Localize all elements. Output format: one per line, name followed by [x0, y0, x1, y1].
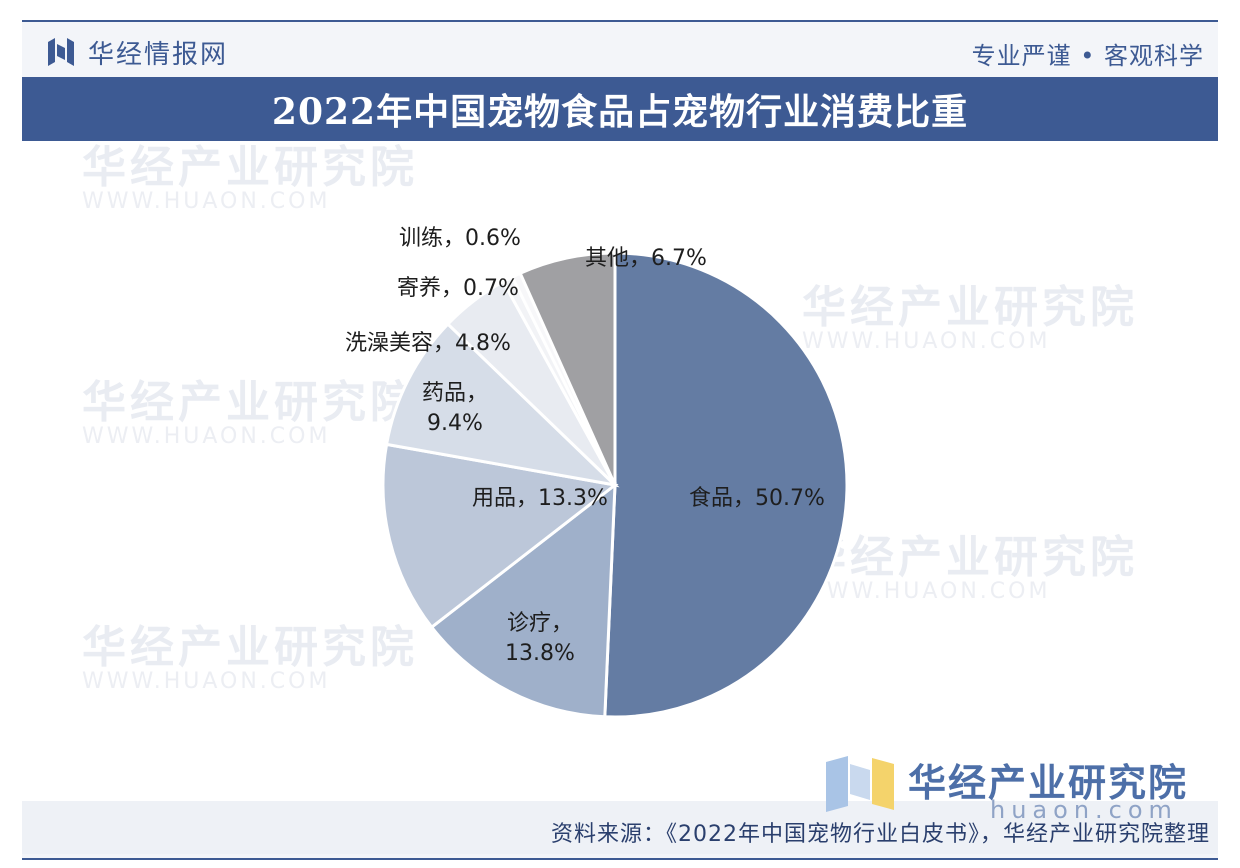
slice-label: 药品， 9.4%: [422, 381, 488, 436]
slice-label: 寄养，0.7%: [397, 276, 519, 301]
brand-url: huaon.com: [990, 796, 1178, 824]
slice-label: 训练，0.6%: [399, 226, 521, 251]
slice-label: 诊疗， 13.8%: [505, 611, 575, 666]
slice-label: 洗澡美容，4.8%: [345, 331, 511, 356]
pie-slice-4: [384, 321, 620, 488]
footer-bar: [22, 801, 1218, 854]
huajing-logo-icon: [48, 38, 74, 66]
watermark-text: 华经产业研究院: [802, 532, 1138, 583]
brand-name: 华经产业研究院: [908, 761, 1189, 805]
watermark-url: WWW.HUAON.COM: [82, 669, 331, 694]
slice-label: 食品，50.7%: [689, 486, 825, 511]
title-band: 2022年中国宠物食品占宠物行业消费比重: [22, 77, 1218, 141]
slogan: 专业严谨 • 客观科学: [971, 42, 1204, 70]
watermark-url: WWW.HUAON.COM: [802, 329, 1051, 354]
pie-slice-1: [603, 251, 849, 719]
pie-slice-3: [381, 442, 619, 630]
chart-title: 2022年中国宠物食品占宠物行业消费比重: [271, 91, 969, 133]
slice-label: 其他，6.7%: [585, 246, 707, 271]
slice-label: 用品，13.3%: [472, 486, 608, 511]
pie-slice-2: [429, 481, 617, 719]
watermark-url: WWW.HUAON.COM: [82, 189, 331, 214]
watermark-text: 华经产业研究院: [82, 622, 418, 673]
source-note: 资料来源：《2022年中国宠物行业白皮书》，华经产业研究院整理: [551, 822, 1210, 847]
watermark-url: WWW.HUAON.COM: [802, 579, 1051, 604]
header-bar: [22, 22, 1218, 76]
pie-slice-8: [518, 251, 617, 486]
watermark-text: 华经产业研究院: [82, 142, 418, 193]
watermark-text: 华经产业研究院: [82, 377, 418, 428]
watermark-url: WWW.HUAON.COM: [82, 424, 331, 449]
huaon-brand-logo-icon: [826, 756, 894, 812]
watermark-text: 华经产业研究院: [802, 282, 1138, 333]
logo-text: 华经情报网: [88, 40, 229, 70]
